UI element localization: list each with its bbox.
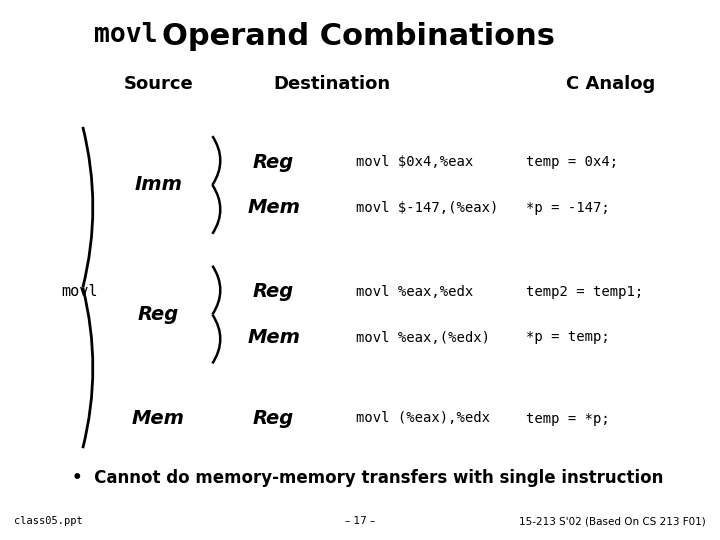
Text: Reg: Reg <box>253 152 294 172</box>
Text: Mem: Mem <box>132 409 185 428</box>
Text: Destination: Destination <box>274 75 391 93</box>
Text: temp2 = temp1;: temp2 = temp1; <box>526 285 643 299</box>
Text: movl %eax,%edx: movl %eax,%edx <box>356 285 474 299</box>
Text: Mem: Mem <box>247 198 300 218</box>
Text: Source: Source <box>124 75 193 93</box>
Text: temp = *p;: temp = *p; <box>526 411 609 426</box>
Text: movl $0x4,%eax: movl $0x4,%eax <box>356 155 474 169</box>
Text: C Analog: C Analog <box>566 75 655 93</box>
Text: movl %eax,(%edx): movl %eax,(%edx) <box>356 330 490 345</box>
Text: – 17 –: – 17 – <box>345 516 375 526</box>
Text: movl: movl <box>61 284 98 299</box>
Text: Reg: Reg <box>253 409 294 428</box>
Text: movl (%eax),%edx: movl (%eax),%edx <box>356 411 490 426</box>
Text: •  Cannot do memory-memory transfers with single instruction: • Cannot do memory-memory transfers with… <box>72 469 663 487</box>
Text: Operand Combinations: Operand Combinations <box>162 22 555 51</box>
Text: 15-213 S'02 (Based On CS 213 F01): 15-213 S'02 (Based On CS 213 F01) <box>519 516 706 526</box>
Text: class05.ppt: class05.ppt <box>14 516 83 526</box>
Text: Imm: Imm <box>135 176 182 194</box>
Text: Reg: Reg <box>138 305 179 324</box>
Text: Reg: Reg <box>253 282 294 301</box>
Text: Mem: Mem <box>247 328 300 347</box>
Text: *p = -147;: *p = -147; <box>526 201 609 215</box>
Text: movl $-147,(%eax): movl $-147,(%eax) <box>356 201 499 215</box>
Text: *p = temp;: *p = temp; <box>526 330 609 345</box>
Text: temp = 0x4;: temp = 0x4; <box>526 155 618 169</box>
Text: movl: movl <box>94 22 157 48</box>
